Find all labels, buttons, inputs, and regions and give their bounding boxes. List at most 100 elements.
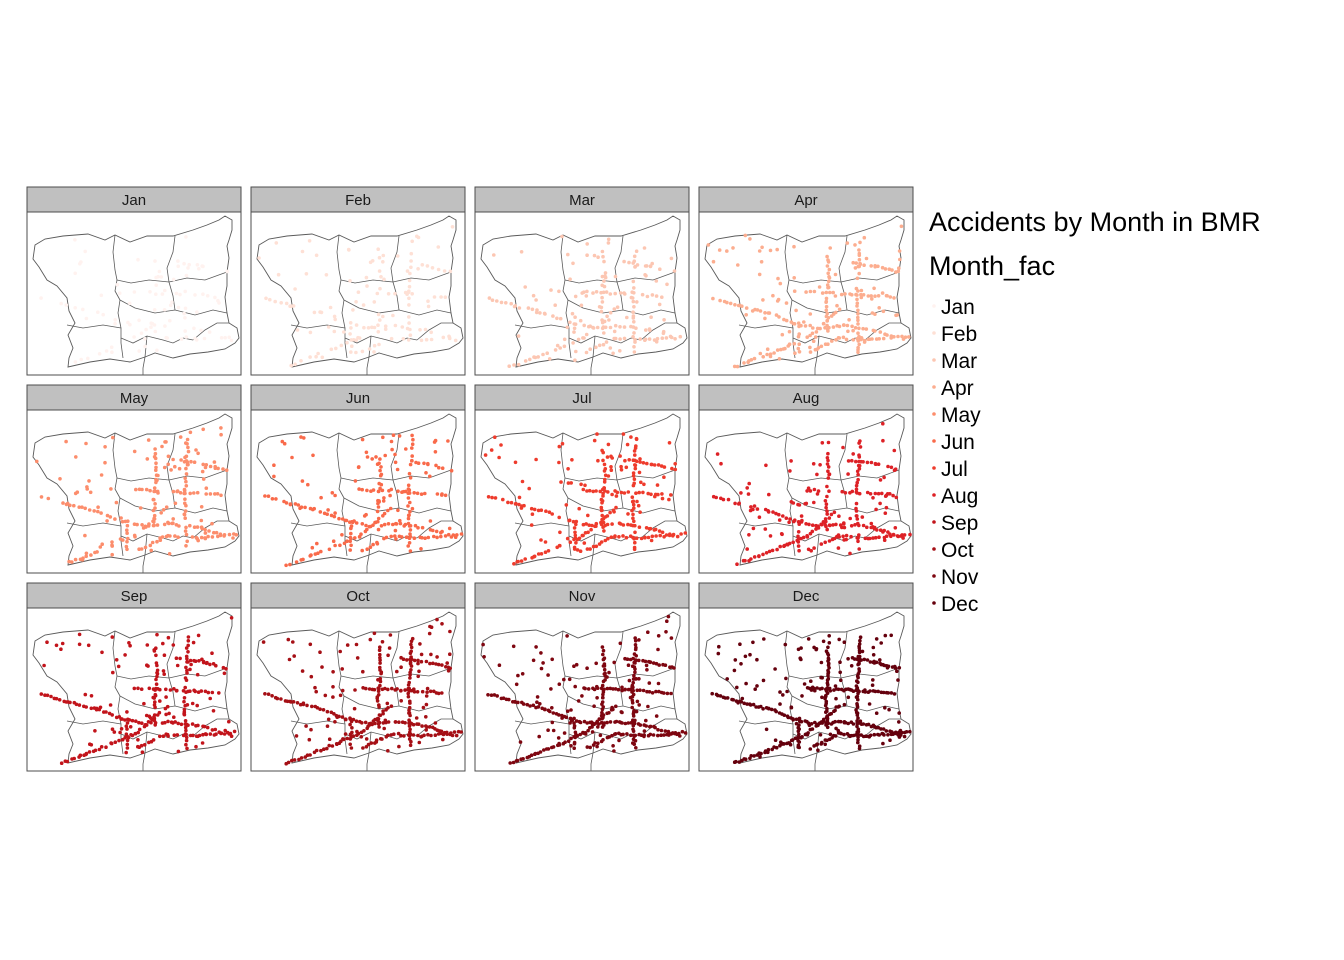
accident-point <box>227 532 232 537</box>
accident-point <box>569 708 573 712</box>
accident-point <box>882 538 887 542</box>
accident-point <box>589 527 593 532</box>
accident-point <box>364 523 368 528</box>
accident-point <box>792 289 797 293</box>
accident-point <box>119 516 123 520</box>
accident-point <box>212 460 217 464</box>
accident-point <box>349 338 354 342</box>
legend-key <box>932 466 936 470</box>
accident-point <box>631 335 635 339</box>
accident-point <box>654 661 659 666</box>
accident-point <box>614 719 619 724</box>
accident-point <box>410 506 415 511</box>
accident-point <box>550 512 554 516</box>
accident-point <box>639 480 643 485</box>
accident-point <box>855 730 859 734</box>
accident-point <box>403 721 407 725</box>
accident-point <box>325 709 330 714</box>
accident-point <box>592 722 596 727</box>
accident-point <box>644 526 649 530</box>
accident-point <box>806 731 810 735</box>
accident-point <box>160 444 164 449</box>
accident-point <box>409 642 413 647</box>
accident-point <box>407 315 411 319</box>
accident-point <box>424 702 429 707</box>
panel-strip-label: Aug <box>793 390 820 407</box>
accident-point <box>409 668 413 672</box>
accident-point <box>171 277 176 282</box>
accident-point <box>349 746 354 750</box>
accident-point <box>578 318 583 323</box>
accident-point <box>550 720 555 725</box>
accident-point <box>376 330 381 334</box>
accident-point <box>740 304 744 308</box>
accident-point <box>775 247 779 252</box>
accident-point <box>658 533 662 538</box>
accident-point <box>633 667 637 671</box>
accident-point <box>289 363 293 368</box>
accident-point <box>221 467 225 471</box>
accident-point <box>897 666 902 670</box>
accident-point <box>435 492 440 496</box>
accident-point <box>417 740 422 745</box>
accident-point <box>383 718 388 723</box>
accident-point <box>208 464 213 469</box>
accident-point <box>830 339 834 343</box>
accident-point <box>787 342 792 346</box>
accident-point <box>83 506 87 511</box>
accident-point <box>647 337 652 341</box>
accident-point <box>548 709 552 714</box>
accident-point <box>606 536 610 541</box>
accident-point <box>890 268 894 272</box>
accident-point <box>381 435 385 440</box>
accident-point <box>161 641 165 646</box>
accident-point <box>774 313 779 317</box>
accident-point <box>182 311 186 316</box>
accident-point <box>386 749 390 753</box>
accident-point <box>775 348 780 352</box>
accident-point <box>371 488 376 492</box>
accident-point <box>740 696 745 701</box>
accident-point <box>45 640 49 644</box>
legend-entry-apr: Apr <box>932 377 974 400</box>
accident-point <box>155 523 160 527</box>
accident-point <box>542 748 546 752</box>
accident-point <box>126 320 130 325</box>
accident-point <box>585 253 589 257</box>
accident-point <box>357 336 362 340</box>
accident-point <box>557 713 561 717</box>
accident-point <box>752 504 757 508</box>
legend-key <box>932 601 936 605</box>
accident-point <box>427 631 432 636</box>
accident-point <box>263 494 267 498</box>
accident-point <box>416 526 420 530</box>
accident-point <box>599 290 603 295</box>
accident-point <box>339 343 344 348</box>
accident-point <box>577 506 581 511</box>
accident-point <box>865 658 870 662</box>
accident-point <box>845 323 850 328</box>
accident-point <box>184 544 188 548</box>
accident-point <box>644 328 648 332</box>
accident-point <box>134 487 138 492</box>
accident-point <box>610 522 614 526</box>
accident-point <box>377 500 381 504</box>
accident-point <box>572 726 577 730</box>
accident-point <box>184 532 189 537</box>
accident-point <box>379 482 384 487</box>
accident-point <box>717 248 722 252</box>
accident-point <box>423 536 427 540</box>
accident-point <box>601 254 605 259</box>
accident-point <box>452 730 457 734</box>
accident-point <box>347 248 351 252</box>
accident-point <box>292 654 296 658</box>
accident-point <box>188 689 192 693</box>
accident-point <box>845 241 850 245</box>
accident-point <box>208 492 213 496</box>
accident-point <box>433 721 438 725</box>
accident-point <box>410 446 414 450</box>
accident-point <box>147 686 152 691</box>
accident-point <box>645 668 649 672</box>
accident-point <box>153 700 157 704</box>
accident-point <box>638 337 642 341</box>
